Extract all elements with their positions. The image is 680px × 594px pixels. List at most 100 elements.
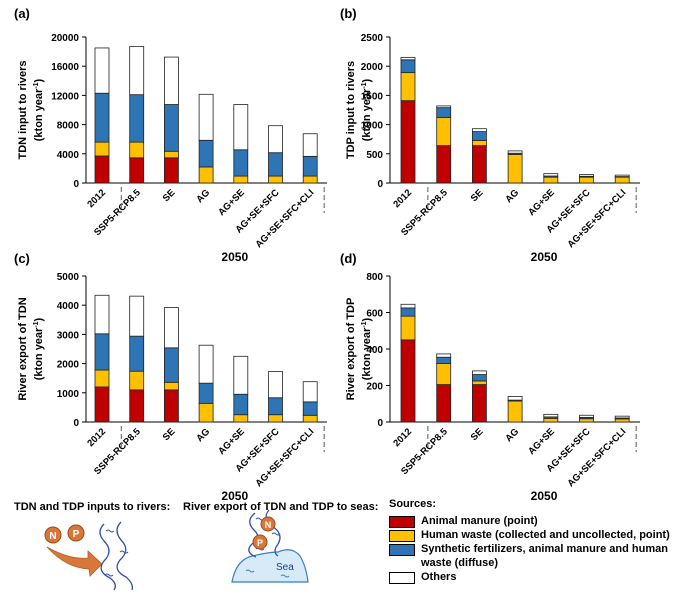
sea-icon xyxy=(231,549,309,583)
bar-segment-human-waste xyxy=(543,417,559,423)
bar-segment-human-waste xyxy=(268,414,283,423)
x-tick-label: AG xyxy=(503,426,521,444)
bar-segment-human-waste xyxy=(400,72,416,102)
bar-segment-others xyxy=(543,413,559,418)
y-tick-label: 16000 xyxy=(51,62,79,73)
svg-text:N: N xyxy=(49,531,56,542)
y-tick-label: 500 xyxy=(366,150,383,161)
inputs-caption: TDN and TDP inputs to rivers: xyxy=(14,501,170,513)
x-tick-label: AG+SE xyxy=(216,426,247,457)
bar-segment-human-waste xyxy=(579,176,594,184)
p-particle-icon: P xyxy=(252,534,268,550)
bar-segment-others xyxy=(614,174,630,177)
y-tick-label: 0 xyxy=(73,418,79,429)
bar-segment-human-waste xyxy=(94,141,110,157)
bar-segment-diffuse xyxy=(163,104,179,152)
bar-segment-diffuse xyxy=(436,107,452,118)
bar-segment-human-waste xyxy=(163,381,179,391)
bar-segment-human-waste xyxy=(400,315,416,341)
bar-segment-human-waste xyxy=(302,414,318,423)
legend-swatch xyxy=(389,572,415,584)
bar-segment-human-waste xyxy=(94,369,110,388)
x-tick-label: SE xyxy=(469,187,486,204)
bar-segment-animal-manure xyxy=(436,384,452,423)
y-tick-label: 4000 xyxy=(57,301,80,312)
bar-segment-others xyxy=(507,396,523,401)
x-tick-label: SE xyxy=(469,426,486,443)
export-caption: River export of TDN and TDP to seas: xyxy=(183,501,378,513)
bar-segment-diffuse xyxy=(233,393,249,416)
bar-segment-others xyxy=(129,295,145,337)
x-tick-label: AG+SE+SFC+CLI xyxy=(253,187,316,250)
y-axis-unit: (kton year-1) xyxy=(33,78,45,141)
bar-segment-human-waste xyxy=(436,363,452,385)
y-tick-label: 600 xyxy=(366,309,383,320)
bar-segment-diffuse xyxy=(129,94,145,143)
legend-item-animal-manure: Animal manure (point) xyxy=(389,514,680,528)
bar-segment-diffuse xyxy=(94,92,110,143)
y-tick-label: 3000 xyxy=(57,330,80,341)
bar-segment-animal-manure xyxy=(94,155,110,184)
bar-segment-diffuse xyxy=(268,152,283,177)
bar-segment-animal-manure xyxy=(471,384,487,423)
bar-segment-animal-manure xyxy=(163,157,179,184)
legend-swatch xyxy=(389,530,415,542)
chart-panel-c: (c) River export of TDN (kton year-1) 0 1000… xyxy=(14,251,327,503)
bar-segment-others xyxy=(268,125,283,154)
bar-segment-others xyxy=(471,370,487,375)
y-tick-label: 0 xyxy=(73,179,79,190)
bar-segment-diffuse xyxy=(94,333,110,371)
x-group-label: 2050 xyxy=(531,250,558,264)
bar-segment-human-waste xyxy=(198,402,214,423)
bar-segment-human-waste xyxy=(507,153,523,184)
x-group-label: 2050 xyxy=(221,489,248,503)
bar-segment-human-waste xyxy=(198,166,214,184)
y-tick-label: 4000 xyxy=(57,150,80,161)
x-tick-label: SE xyxy=(161,187,178,204)
bar-segment-diffuse xyxy=(129,335,145,372)
x-tick-label: AG+SE xyxy=(216,187,247,218)
bar-segment-others xyxy=(198,344,214,384)
y-tick-label: 200 xyxy=(366,382,383,393)
y-tick-label: 20000 xyxy=(51,33,79,44)
panel-label: (c) xyxy=(14,251,30,266)
legend-title: Sources: xyxy=(389,498,437,510)
legend-label: Others xyxy=(421,571,457,583)
bar-segment-human-waste xyxy=(614,176,630,184)
panel-label: (a) xyxy=(14,6,30,21)
y-tick-label: 2000 xyxy=(57,360,80,371)
bar-segment-diffuse xyxy=(400,59,416,74)
panel-label: (b) xyxy=(340,6,357,21)
bar-segment-animal-manure xyxy=(163,389,179,423)
bar-segment-human-waste xyxy=(129,370,145,391)
x-tick-label: 2012 xyxy=(391,426,414,449)
y-tick-label: 0 xyxy=(377,418,383,429)
p-particle-icon: P xyxy=(67,524,85,542)
legend-swatch xyxy=(389,516,415,528)
legend-label: Human waste (collected and uncollected, … xyxy=(421,529,670,541)
bar-segment-animal-manure xyxy=(436,145,452,184)
x-tick-label: AG xyxy=(503,187,521,205)
y-tick-label: 1000 xyxy=(361,121,384,132)
y-axis-unit: (kton year-1) xyxy=(361,78,373,141)
bar-segment-diffuse xyxy=(302,401,318,416)
chart-panel-b: (b) TDP input to rivers (kton year-1) 0 500 1… xyxy=(340,6,640,264)
bar-segment-animal-manure xyxy=(129,389,145,423)
bar-segment-others xyxy=(400,303,416,309)
svg-text:P: P xyxy=(257,538,263,548)
svg-text:N: N xyxy=(265,520,272,530)
n-particle-icon: N xyxy=(44,526,62,544)
x-tick-label: 2012 xyxy=(391,187,414,210)
y-tick-label: 1500 xyxy=(361,91,384,102)
x-tick-label: 2012 xyxy=(85,187,108,210)
bar-segment-others xyxy=(268,371,283,399)
bar-segment-others xyxy=(471,128,487,133)
bar-segment-human-waste xyxy=(543,176,559,184)
bar-segment-diffuse xyxy=(471,374,487,382)
bar-segment-diffuse xyxy=(268,397,283,416)
bar-segment-diffuse xyxy=(436,356,452,364)
bar-segment-animal-manure xyxy=(94,386,110,423)
bar-segment-others xyxy=(436,353,452,358)
bar-segment-human-waste xyxy=(507,400,523,423)
